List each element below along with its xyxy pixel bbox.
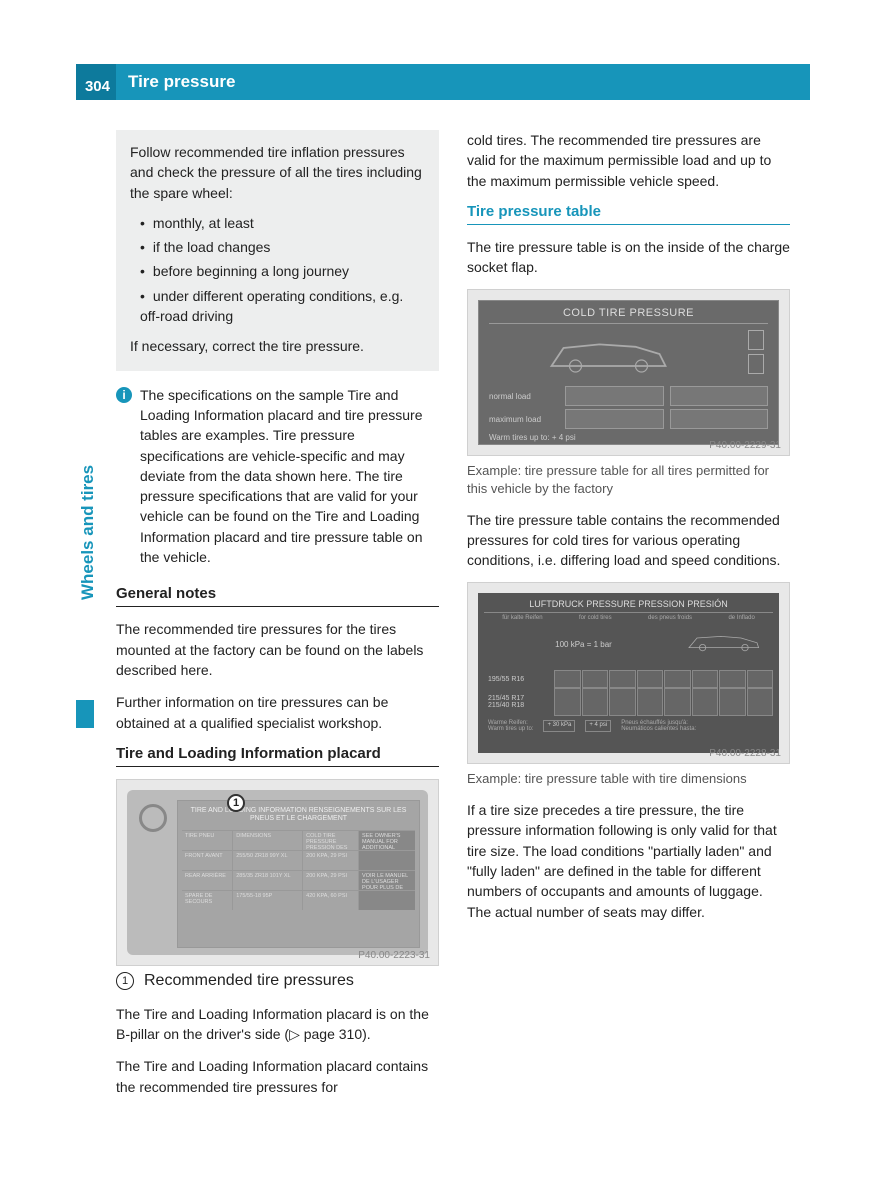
- cell: [359, 851, 415, 870]
- info-icon: i: [116, 387, 132, 403]
- list-item: under different operating conditions, e.…: [140, 286, 425, 327]
- body-text: The Tire and Loading Information placard…: [116, 1004, 439, 1045]
- body-text: Further information on tire pressures ca…: [116, 692, 439, 733]
- callout-number: 1: [116, 972, 134, 990]
- cell: VOIR LE MANUEL DE L'USAGER POUR PLUS DE …: [359, 871, 415, 890]
- page-header: 304 Tire pressure: [76, 64, 810, 100]
- cell: 420 KPA, 60 PSI: [303, 891, 359, 910]
- callout-badge: 1: [227, 794, 245, 812]
- figure-cold-tire-pressure: COLD TIRE PRESSURE normal load: [467, 289, 790, 456]
- list-item: if the load changes: [140, 237, 425, 257]
- lp-sub: des pneus froids: [648, 615, 692, 621]
- ctp-cell: [670, 409, 769, 429]
- page-title: Tire pressure: [128, 72, 235, 92]
- body-text: cold tires. The recommended tire pressur…: [467, 130, 790, 191]
- info-note: i The specifications on the sample Tire …: [116, 385, 439, 568]
- body-text: The Tire and Loading Information placard…: [116, 1056, 439, 1097]
- lp-note: Warme Reifen: Warm tires up to:: [488, 720, 533, 732]
- list-item: monthly, at least: [140, 213, 425, 233]
- lp-graphic: LUFTDRUCK PRESSURE PRESSION PRESIÓN für …: [478, 593, 779, 753]
- ctp-title: COLD TIRE PRESSURE: [489, 307, 768, 324]
- heading-placard: Tire and Loading Information placard: [116, 745, 439, 767]
- lp-value: + 4 psi: [585, 720, 611, 732]
- wheel-icon: [139, 804, 167, 832]
- ctp-cell: [565, 386, 664, 406]
- ctp-cell: [565, 409, 664, 429]
- cell: REAR ARRIÈRE: [182, 871, 233, 890]
- lp-kpa: 100 kPa = 1 bar: [492, 640, 675, 649]
- figure-id: P40.00-2223-31: [358, 950, 430, 961]
- lp-bottom-note: Warme Reifen: Warm tires up to: + 30 kPa…: [484, 716, 773, 732]
- instruction-box: Follow recommended tire inflation pressu…: [116, 130, 439, 371]
- placard-graphic: 1 TIRE AND LOADING INFORMATION RENSEIGNE…: [127, 790, 428, 955]
- lp-tire-size: 215/45 R17 215/40 R18: [484, 688, 554, 716]
- heading-pressure-table: Tire pressure table: [467, 203, 790, 225]
- page-number-box: 304: [76, 64, 116, 100]
- cell: FRONT AVANT: [182, 851, 233, 870]
- cell: [359, 891, 415, 910]
- tire-icon: [748, 354, 764, 374]
- lp-note: Pneus échauffés jusqu'à: Neumáticos cali…: [621, 720, 696, 732]
- ctp-row-label: maximum load: [489, 409, 559, 429]
- right-column: cold tires. The recommended tire pressur…: [467, 130, 790, 1109]
- cell: 175/55-18 95P: [233, 891, 303, 910]
- gauge-icon: [748, 330, 764, 350]
- chapter-side-label: Wheels and tires: [78, 465, 98, 600]
- content-area: Follow recommended tire inflation pressu…: [116, 130, 790, 1109]
- figure-caption: Example: tire pressure table with tire d…: [467, 770, 790, 788]
- page-number: 304: [85, 78, 110, 95]
- cell: 255/50 ZR18 99Y XL: [233, 851, 303, 870]
- lp-sub: für kalte Reifen: [502, 615, 542, 621]
- lp-subtitle: für kalte Reifen for cold tires des pneu…: [484, 613, 773, 623]
- ctp-graphic: COLD TIRE PRESSURE normal load: [478, 300, 779, 445]
- callout-legend: 1 Recommended tire pressures: [116, 972, 439, 990]
- instruction-outro: If necessary, correct the tire pressure.: [130, 336, 425, 356]
- instruction-list: monthly, at least if the load changes be…: [130, 213, 425, 326]
- icon-column: [744, 330, 768, 378]
- cell: SEE OWNER'S MANUAL FOR ADDITIONAL INFORM…: [359, 831, 415, 850]
- lp-tire-size: 195/55 R16: [484, 670, 554, 688]
- car-icon: [685, 627, 765, 662]
- ctp-cell: [670, 386, 769, 406]
- placard-title: TIRE AND LOADING INFORMATION RENSEIGNEME…: [182, 805, 415, 826]
- body-text: If a tire size precedes a tire pressure,…: [467, 800, 790, 922]
- lp-value: + 30 kPa: [543, 720, 575, 732]
- body-text: The recommended tire pressures for the t…: [116, 619, 439, 680]
- figure-placard: 1 TIRE AND LOADING INFORMATION RENSEIGNE…: [116, 779, 439, 966]
- figure-id: P40.00-2229-31: [709, 440, 781, 451]
- cell: TIRE PNEU: [182, 831, 233, 850]
- ctp-row-label: normal load: [489, 386, 559, 406]
- lp-sub: de Inflado: [728, 615, 754, 621]
- cell: 200 KPA, 29 PSI: [303, 851, 359, 870]
- lp-title: LUFTDRUCK PRESSURE PRESSION PRESIÓN: [484, 599, 773, 613]
- cell: COLD TIRE PRESSURE PRESSION DES PNEUS À …: [303, 831, 359, 850]
- figure-id: P40.00-2228-31: [709, 748, 781, 759]
- lp-sub: for cold tires: [579, 615, 612, 621]
- figure-luftdruck: LUFTDRUCK PRESSURE PRESSION PRESIÓN für …: [467, 582, 790, 764]
- placard-label: TIRE AND LOADING INFORMATION RENSEIGNEME…: [177, 800, 420, 948]
- callout-text: Recommended tire pressures: [144, 972, 354, 990]
- body-text: The tire pressure table contains the rec…: [467, 510, 790, 571]
- heading-general-notes: General notes: [116, 585, 439, 607]
- car-icon: [489, 330, 734, 378]
- info-text: The specifications on the sample Tire an…: [140, 385, 439, 568]
- body-text: The tire pressure table is on the inside…: [467, 237, 790, 278]
- figure-caption: Example: tire pressure table for all tir…: [467, 462, 790, 497]
- cell: 200 KPA, 29 PSI: [303, 871, 359, 890]
- instruction-intro: Follow recommended tire inflation pressu…: [130, 142, 425, 203]
- list-item: before beginning a long journey: [140, 261, 425, 281]
- left-column: Follow recommended tire inflation pressu…: [116, 130, 439, 1109]
- cell: SPARE DE SECOURS: [182, 891, 233, 910]
- side-tab-marker: [76, 700, 94, 728]
- cell: DIMENSIONS: [233, 831, 303, 850]
- cell: 285/35 ZR18 101Y XL: [233, 871, 303, 890]
